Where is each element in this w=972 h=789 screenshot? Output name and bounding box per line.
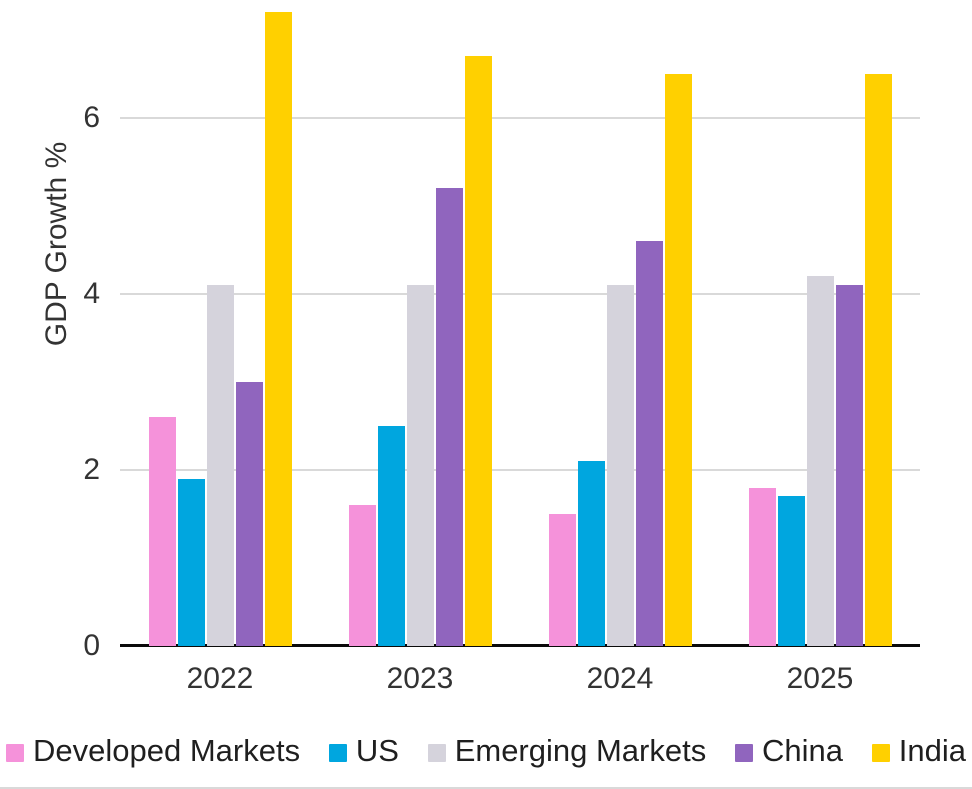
legend-swatch-icon <box>871 744 890 762</box>
bar-group-2025 <box>720 0 920 646</box>
bar-developed-markets-2024 <box>548 513 576 646</box>
bar-group-2023 <box>320 0 520 646</box>
legend-item-developed-markets: Developed Markets <box>6 733 300 769</box>
legend-item-china: China <box>734 733 843 769</box>
bar-emerging-markets-2023 <box>406 285 434 646</box>
y-tick-label-2: 2 <box>83 452 100 486</box>
bar-us-2023 <box>377 425 405 646</box>
bar-developed-markets-2022 <box>148 417 176 646</box>
plot-area <box>120 0 920 647</box>
legend-item-india: India <box>871 733 966 769</box>
bar-group-2024 <box>520 0 720 646</box>
legend-item-us: US <box>328 733 399 769</box>
bar-emerging-markets-2024 <box>606 285 634 646</box>
legend-label: Developed Markets <box>33 733 301 768</box>
bar-developed-markets-2025 <box>748 487 776 646</box>
bottom-divider-line <box>0 787 972 789</box>
bar-emerging-markets-2022 <box>206 285 234 646</box>
y-axis-title: GDP Growth % <box>40 141 73 347</box>
bar-china-2022 <box>235 381 263 646</box>
bar-india-2025 <box>864 73 892 646</box>
legend-swatch-icon <box>427 744 446 762</box>
legend-label: India <box>898 733 966 768</box>
x-tick-label-2025: 2025 <box>786 662 854 695</box>
y-tick-label-0: 0 <box>83 629 100 662</box>
legend-item-emerging-markets: Emerging Markets <box>427 733 707 769</box>
legend-swatch-icon <box>734 744 753 762</box>
bar-china-2025 <box>835 285 863 646</box>
bar-group-2022 <box>120 0 320 646</box>
x-axis-line <box>120 644 920 647</box>
gridline-2 <box>120 468 920 471</box>
legend-label: Emerging Markets <box>454 733 707 768</box>
legend: Developed Markets US Emerging Markets China… <box>6 729 966 773</box>
bar-us-2024 <box>577 461 605 646</box>
bar-us-2025 <box>777 496 805 646</box>
gridline-6 <box>120 116 920 119</box>
bar-china-2024 <box>635 241 663 646</box>
x-tick-label-2024: 2024 <box>586 662 654 695</box>
bar-china-2023 <box>435 188 463 646</box>
bar-india-2024 <box>664 73 692 646</box>
gridline-4 <box>120 292 920 295</box>
legend-label: US <box>355 733 399 768</box>
x-tick-label-2023: 2023 <box>386 662 454 695</box>
x-tick-label-2022: 2022 <box>186 662 254 695</box>
x-axis-labels: 2022 2023 2024 2025 <box>120 662 920 696</box>
bar-india-2023 <box>464 56 492 646</box>
bar-developed-markets-2023 <box>348 505 376 646</box>
y-tick-label-6: 6 <box>83 100 100 134</box>
legend-swatch-icon <box>328 744 347 762</box>
legend-swatch-icon <box>6 744 24 762</box>
legend-label: China <box>761 733 843 768</box>
bar-india-2022 <box>264 12 292 646</box>
y-tick-label-4: 4 <box>83 276 100 310</box>
bar-emerging-markets-2025 <box>806 276 834 646</box>
bar-us-2022 <box>177 478 205 646</box>
